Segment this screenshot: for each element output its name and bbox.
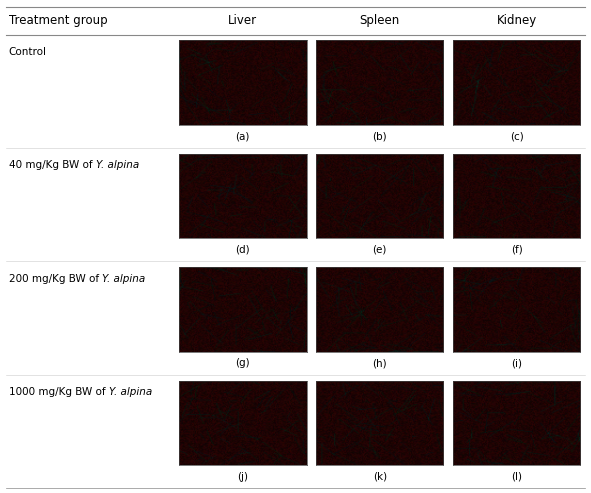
Text: Y. alpina: Y. alpina xyxy=(109,387,152,397)
Text: 1000 mg/Kg BW of: 1000 mg/Kg BW of xyxy=(9,387,109,397)
Text: (c): (c) xyxy=(510,132,524,141)
Text: (g): (g) xyxy=(235,358,250,368)
Text: Spleen: Spleen xyxy=(359,14,400,28)
Text: 40 mg/Kg BW of: 40 mg/Kg BW of xyxy=(9,160,96,170)
Text: (b): (b) xyxy=(372,132,387,141)
Text: Y. alpina: Y. alpina xyxy=(96,160,139,170)
Text: (e): (e) xyxy=(372,245,387,255)
Text: (h): (h) xyxy=(372,358,387,368)
Text: 200 mg/Kg BW of: 200 mg/Kg BW of xyxy=(9,274,102,283)
Text: Treatment group: Treatment group xyxy=(9,14,108,28)
Text: (l): (l) xyxy=(511,472,522,482)
Text: (j): (j) xyxy=(238,472,248,482)
Text: Y. alpina: Y. alpina xyxy=(102,274,145,283)
Text: Control: Control xyxy=(9,47,47,57)
Text: (a): (a) xyxy=(236,132,250,141)
Text: (k): (k) xyxy=(373,472,387,482)
Text: Kidney: Kidney xyxy=(496,14,537,28)
Text: (f): (f) xyxy=(511,245,522,255)
Text: Liver: Liver xyxy=(228,14,257,28)
Text: (i): (i) xyxy=(511,358,522,368)
Text: (d): (d) xyxy=(235,245,250,255)
